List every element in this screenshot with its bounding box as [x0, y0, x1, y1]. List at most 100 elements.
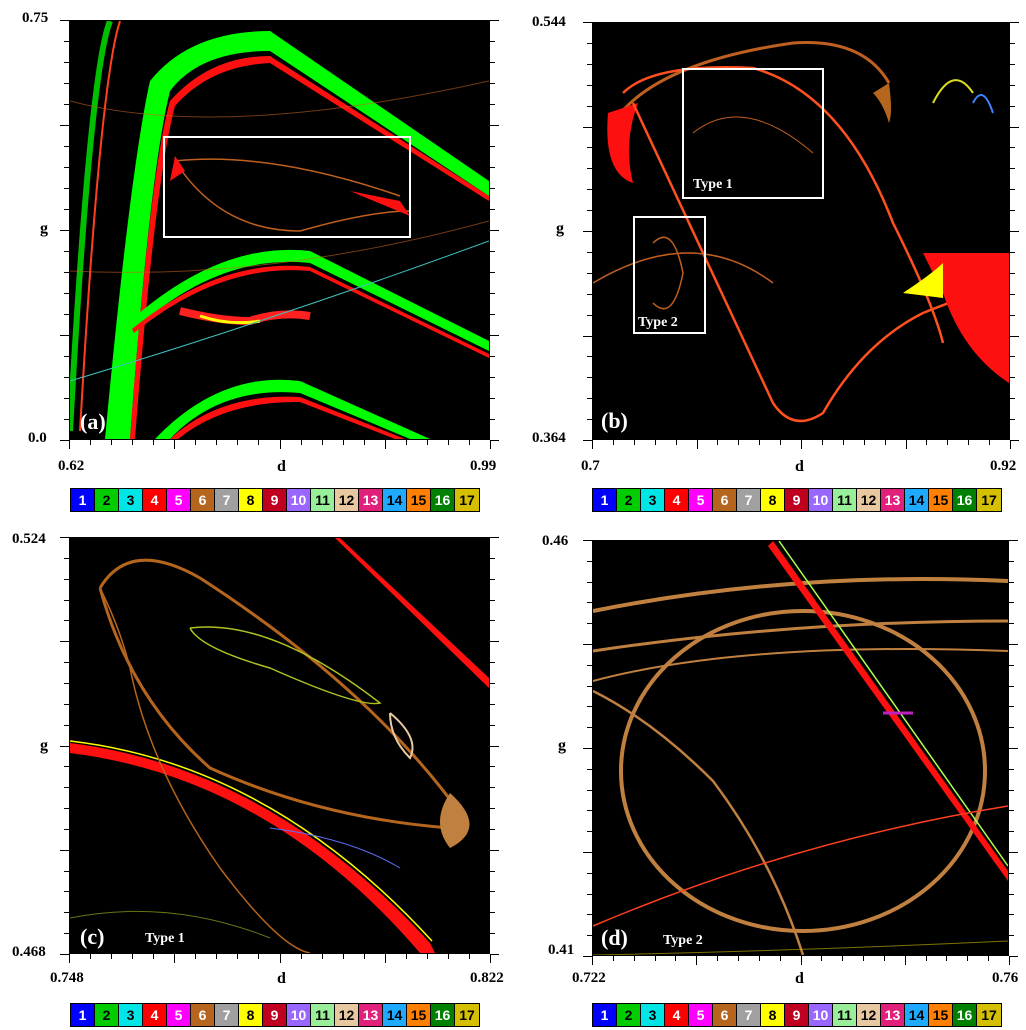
x-axis-label: d	[795, 458, 804, 475]
x-axis-label: d	[795, 970, 804, 987]
colorbar-cell: 7	[737, 1004, 761, 1026]
axis-tick	[279, 954, 281, 963]
axis-tick	[759, 440, 761, 445]
axis-tick	[490, 440, 491, 449]
axis-tick	[64, 419, 69, 420]
axis-tick	[633, 440, 635, 445]
axis-tick	[64, 188, 69, 189]
axis-tick	[111, 440, 113, 445]
axis-tick	[1009, 872, 1014, 874]
colorbar-cell: 10	[287, 1004, 311, 1026]
axis-tick	[490, 954, 499, 955]
colorbar-legend: 1 2 3 4 5 6 7 8 9 10 11 12 13 14 15 16 17	[592, 488, 1002, 512]
axis-tick	[132, 440, 134, 445]
axis-tick	[60, 954, 69, 955]
axis-tick	[490, 557, 495, 559]
axis-tick	[1009, 810, 1014, 812]
axis-tick	[1010, 22, 1019, 23]
axis-tick	[883, 956, 885, 961]
axis-tick	[111, 954, 113, 959]
colorbar-cell: 6	[191, 1004, 215, 1026]
axis-tick	[64, 578, 69, 580]
axis-tick	[675, 956, 677, 961]
axis-tick	[64, 620, 69, 622]
axis-tick	[1010, 168, 1015, 170]
axis-tick	[583, 540, 592, 541]
colorbar-cell: 9	[785, 489, 809, 511]
axis-tick	[592, 956, 593, 965]
axis-tick	[583, 852, 592, 853]
axis-tick	[321, 954, 323, 959]
axis-tick	[587, 168, 592, 170]
axis-tick	[592, 440, 593, 449]
inset-box-type-2	[633, 216, 706, 334]
axis-tick	[612, 956, 614, 961]
axis-tick	[447, 440, 449, 445]
colorbar-cell: 16	[953, 1004, 977, 1026]
axis-tick	[587, 419, 592, 421]
axis-tick	[1010, 63, 1015, 65]
colorbar-cell: 3	[641, 1004, 665, 1026]
axis-tick	[405, 440, 407, 445]
colorbar-cell: 15	[407, 489, 431, 511]
axis-tick	[1009, 748, 1018, 749]
colorbar-cell: 8	[761, 489, 785, 511]
axis-tick	[988, 956, 990, 961]
axis-tick	[587, 147, 592, 149]
axis-tick	[583, 440, 592, 441]
axis-tick	[490, 272, 495, 273]
colorbar-cell: 4	[143, 1004, 167, 1026]
axis-tick	[174, 440, 176, 449]
axis-tick	[384, 954, 386, 963]
colorbar-cell: 15	[407, 1004, 431, 1026]
axis-tick	[587, 727, 592, 729]
axis-tick	[490, 828, 495, 830]
colorbar-cell: 11	[311, 489, 335, 511]
axis-tick	[1010, 272, 1015, 274]
colorbar-cell: 6	[713, 489, 737, 511]
panel-label: (d)	[601, 925, 628, 950]
axis-tick	[237, 440, 239, 445]
axis-tick	[587, 768, 592, 770]
y-axis-label: g	[556, 220, 564, 237]
colorbar-cell: 3	[641, 489, 665, 511]
axis-tick	[738, 440, 740, 445]
colorbar-legend: 1 2 3 4 5 6 7 8 9 10 11 12 13 14 15 16 17	[70, 488, 480, 512]
axis-tick	[195, 440, 197, 445]
colorbar-cell: 12	[857, 489, 881, 511]
colorbar-cell: 16	[431, 489, 455, 511]
axis-tick	[60, 335, 69, 336]
heatmap-render	[593, 41, 1009, 423]
colorbar-cell: 14	[383, 1004, 407, 1026]
colorbar-cell: 6	[713, 1004, 737, 1026]
axis-tick	[587, 581, 592, 583]
colorbar-cell: 7	[215, 489, 239, 511]
axis-tick	[64, 870, 69, 872]
axis-tick	[1009, 935, 1014, 937]
colorbar-cell: 15	[929, 489, 953, 511]
colorbar-cell: 5	[689, 1004, 713, 1026]
axis-tick	[821, 440, 823, 445]
axis-tick	[237, 954, 239, 959]
axis-tick	[490, 230, 499, 231]
axis-tick	[1009, 706, 1014, 708]
colorbar-cell: 5	[167, 1004, 191, 1026]
axis-tick	[587, 872, 592, 874]
axis-tick	[64, 557, 69, 559]
axis-tick	[1009, 789, 1014, 791]
axis-tick	[490, 599, 495, 601]
axis-tick	[583, 126, 592, 128]
colorbar-cell: 13	[881, 1004, 905, 1026]
axis-tick	[64, 682, 69, 684]
y-axis-label: g	[40, 220, 48, 237]
axis-tick	[490, 787, 495, 789]
colorbar-cell: 5	[689, 489, 713, 511]
axis-tick	[925, 956, 927, 961]
axis-tick	[490, 682, 495, 684]
axis-tick	[1009, 956, 1018, 957]
axis-tick	[1009, 602, 1014, 604]
axis-tick	[587, 789, 592, 791]
colorbar-cell: 6	[191, 489, 215, 511]
axis-tick	[737, 956, 739, 961]
x-tick-left: 0.748	[50, 970, 84, 986]
